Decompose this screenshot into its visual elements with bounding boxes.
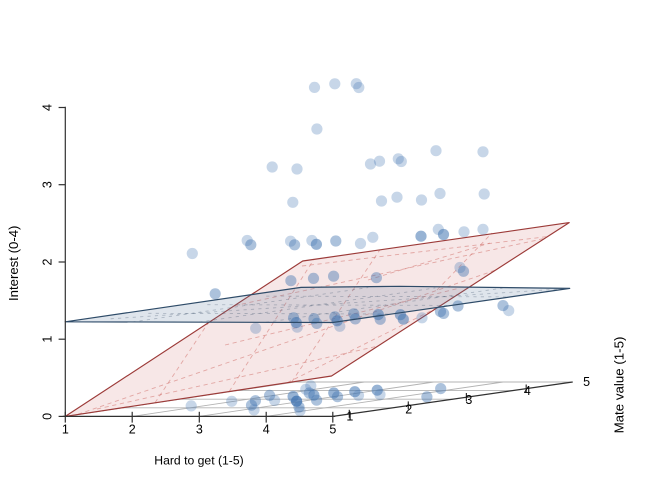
- svg-text:5: 5: [329, 422, 336, 436]
- svg-text:4: 4: [263, 422, 270, 436]
- svg-text:3: 3: [465, 393, 472, 407]
- svg-text:0: 0: [41, 413, 55, 420]
- svg-text:1: 1: [346, 410, 353, 424]
- svg-text:5: 5: [583, 375, 590, 389]
- svg-text:Mate value (1-5): Mate value (1-5): [611, 337, 626, 434]
- svg-text:1: 1: [62, 422, 69, 436]
- svg-text:4: 4: [524, 384, 531, 398]
- svg-text:Interest (0-4): Interest (0-4): [6, 226, 21, 302]
- svg-text:3: 3: [196, 422, 203, 436]
- svg-text:2: 2: [41, 258, 55, 265]
- svg-text:3: 3: [41, 181, 55, 188]
- svg-text:2: 2: [129, 422, 136, 436]
- svg-text:1: 1: [41, 336, 55, 343]
- svg-text:4: 4: [41, 104, 55, 111]
- svg-text:Hard to get (1-5): Hard to get (1-5): [154, 453, 243, 467]
- svg-text:2: 2: [405, 402, 412, 416]
